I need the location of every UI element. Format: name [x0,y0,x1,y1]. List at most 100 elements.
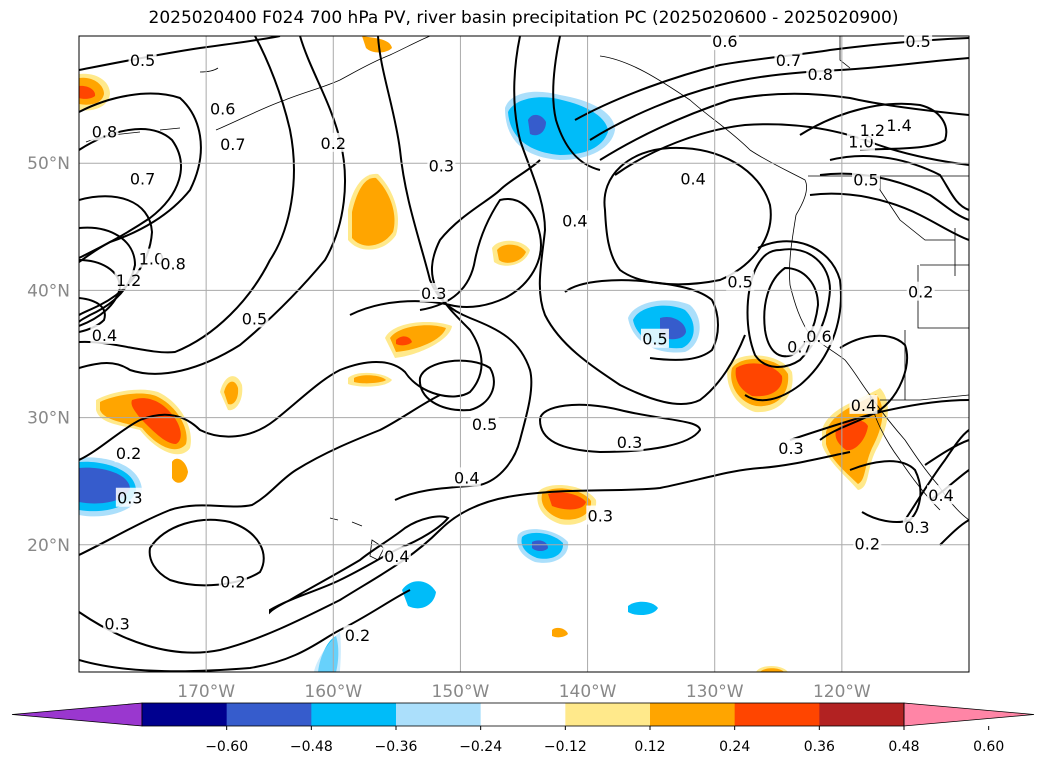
colorbar-tick-label: 0.48 [888,739,919,755]
contour-label-bg [853,533,882,553]
pv-contour-line [79,259,122,327]
colorbar-segment [142,703,228,726]
contour-label: 0.7 [130,169,155,188]
contour-label: 0.8 [808,65,833,84]
colorbar-extend-low [11,702,143,727]
pv-contour-line [79,36,295,354]
contour-label: 0.2 [220,573,245,592]
contour-label: 0.5 [853,171,878,190]
colorbar-tick-label: −0.36 [375,739,418,755]
contour-label-bg [726,271,755,291]
contour-label-bg [90,121,119,141]
colorbar-segment [480,703,566,726]
precip-patch-pos [354,375,386,384]
pv-contour-line [79,589,411,672]
contour-label: 0.5 [130,51,155,70]
pv-contour-line [809,192,969,241]
contour-label-bg [218,134,247,154]
contour-label: 0.5 [727,272,752,291]
contour-label-bg [115,487,144,507]
contour-label-bg [343,625,372,645]
colorbar-tick-label: 0.60 [973,739,1004,755]
pv-contour-line [418,359,495,412]
contour-label-bg [852,169,881,189]
pv-contour-line [589,57,969,141]
pv-contour-line [513,36,746,406]
contour-label-bg [137,248,166,268]
contour-label-bg [240,308,269,328]
colorbar: −0.60 −0.48 −0.36 −0.24 −0.12 0.12 0.24 0.36 0.4… [11,702,1035,755]
contour-label-bg [679,168,708,188]
colorbar-segment [650,703,736,726]
contour-label-bg [159,253,188,273]
contour-label-bg [419,282,448,302]
contour-label-bg [114,443,143,463]
precip-patch-pos [760,668,784,672]
contour-label: 1.0 [139,250,164,269]
coastline-alaska [215,36,431,131]
contour-label-bg [615,431,644,451]
contour-label: 1.4 [886,116,911,135]
precip-patch-pos [131,398,181,444]
precip-patch-pos [396,336,412,346]
precip-patch-neg [528,114,546,136]
pv-contour-line [79,36,281,71]
contour-label-bg [777,438,805,458]
contour-label: 0.3 [104,615,129,634]
contour-label: 0.2 [855,535,880,554]
longitude-tick-label: 150°W [432,682,490,702]
pv-contour-line [819,334,908,441]
contour-label: 0.5 [642,330,667,349]
colorbar-outline [141,702,905,727]
pv-contour-line [603,146,772,286]
contour-label: 0.2 [116,444,141,463]
contour-label: 0.2 [908,283,933,302]
pv-contour-line [79,297,106,333]
contour-label: 0.3 [421,284,446,303]
contour-label-bg [904,31,933,51]
contour-label: 0.4 [851,396,876,415]
contour-label-bg [774,50,803,70]
latitude-labels: 50°N 40°N 30°N 20°N [27,154,70,556]
pv-contour-line [799,102,948,151]
precip-patch-pos [224,381,239,405]
contour-label: 0.7 [776,51,801,70]
precip-patch-neg [402,581,436,609]
contour-label-bg [806,64,835,84]
longitude-tick-label: 170°W [177,682,235,702]
pv-contour-line [789,399,969,441]
contour-label-bg [90,324,119,344]
precip-patch-neg [314,632,341,672]
precip-shading [79,36,888,672]
map-plot-area [79,36,969,672]
pv-contour-line [79,36,346,375]
contour-label: 0.5 [472,415,497,434]
border-bc-alberta [879,176,955,241]
longitude-tick-label: 120°W [813,682,871,702]
contour-label: 0.4 [680,169,705,188]
pv-contour-line [819,172,969,221]
latitude-tick-label: 50°N [27,154,70,174]
pv-contour-line [564,279,719,361]
pv-contour-line [79,394,441,556]
contour-label: 0.5 [905,32,930,51]
contour-label: 0.6 [712,32,737,51]
longitude-tick-label: 140°W [559,682,617,702]
contour-label-bg [128,168,157,188]
contour-label-bg [849,394,878,414]
contour-label-bg [586,505,615,525]
contour-label: 0.4 [384,547,409,566]
pv-contour-line [79,128,182,259]
pv-contour-line [552,36,601,171]
colorbar-segment [565,703,651,726]
contour-label-bg [885,115,914,135]
precip-patch-pos [390,325,446,352]
contour-label-bg [452,467,481,487]
pv-contour-line [574,37,969,121]
latitude-tick-label: 30°N [27,409,70,429]
contour-label: 1.2 [116,271,141,290]
longitude-tick-label: 130°W [686,682,744,702]
pv-contour-line [599,92,969,161]
coastline-hawaii [329,517,385,561]
contour-label-bg [640,328,669,348]
